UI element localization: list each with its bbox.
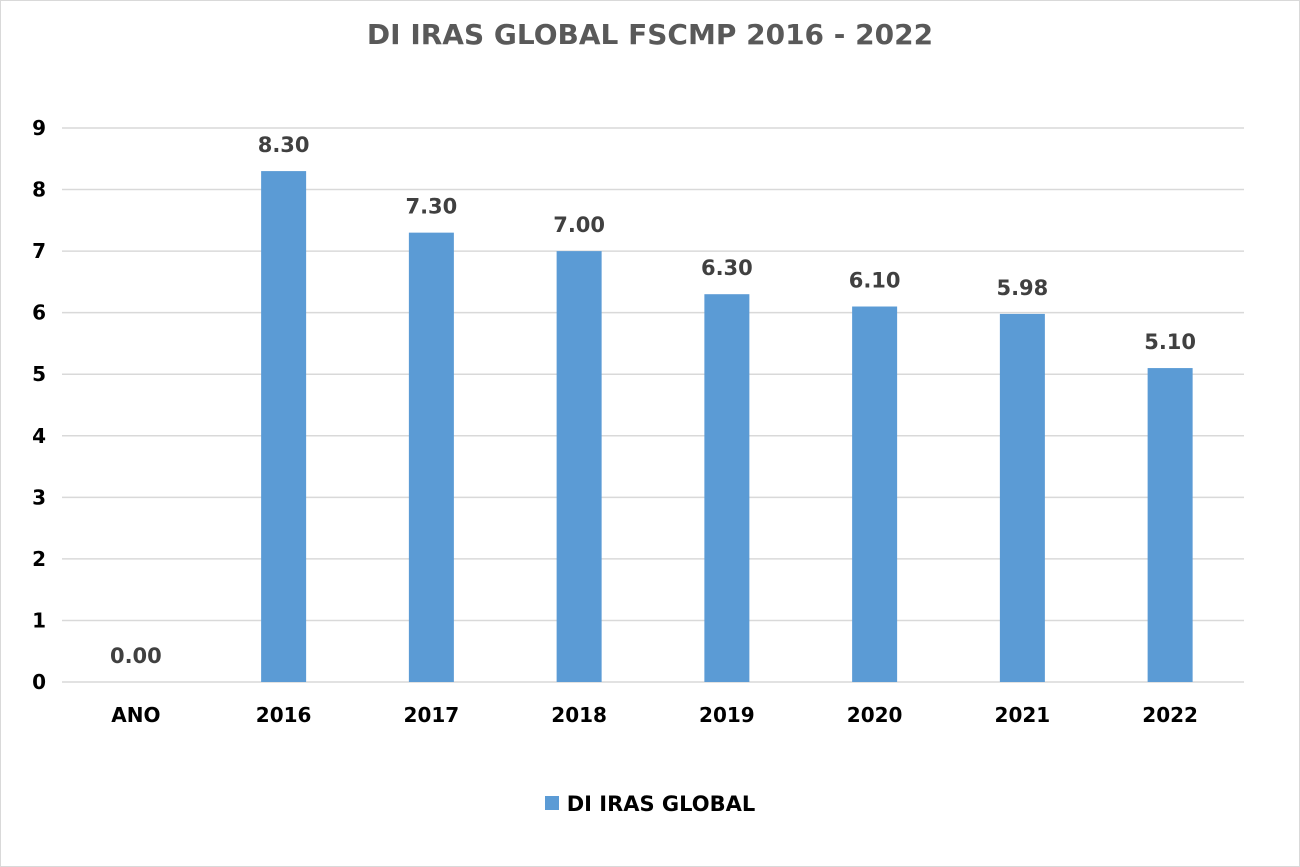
legend-swatch <box>544 796 559 810</box>
y-tick-label: 2 <box>32 547 46 571</box>
data-label: 7.00 <box>553 213 605 237</box>
bar <box>999 313 1045 682</box>
x-tick-label: 2018 <box>551 703 607 727</box>
y-tick-label: 4 <box>32 424 46 448</box>
x-tick-label: 2019 <box>699 703 755 727</box>
x-axis-ticks: ANO 2016 2017 2018 2019 2020 2021 2022 <box>111 703 1198 727</box>
data-label: 5.98 <box>996 276 1048 300</box>
y-axis-ticks: 0 1 2 3 4 5 6 7 8 9 <box>32 116 46 694</box>
data-label: 0.00 <box>110 644 162 668</box>
bar <box>704 294 750 682</box>
data-label: 7.30 <box>405 195 457 219</box>
y-tick-label: 6 <box>32 301 46 325</box>
data-label: 6.10 <box>849 269 901 293</box>
x-tick-label: 2021 <box>995 703 1051 727</box>
bar <box>408 232 454 682</box>
bar <box>261 171 307 683</box>
y-tick-label: 9 <box>32 116 46 140</box>
data-label: 8.30 <box>258 133 310 157</box>
y-tick-label: 3 <box>32 485 46 509</box>
legend-label: DI IRAS GLOBAL <box>566 792 756 816</box>
legend: DI IRAS GLOBAL <box>0 792 1300 816</box>
data-label: 5.10 <box>1144 330 1196 354</box>
x-tick-label: 2020 <box>847 703 903 727</box>
x-tick-label: 2022 <box>1142 703 1198 727</box>
bar <box>852 306 898 682</box>
bar <box>556 251 602 682</box>
x-tick-label: 2017 <box>404 703 460 727</box>
x-tick-label: ANO <box>111 703 160 727</box>
gridlines <box>62 127 1244 683</box>
y-tick-label: 7 <box>32 239 46 263</box>
bars <box>261 171 1193 683</box>
data-labels: 0.00 8.30 7.30 7.00 6.30 6.10 5.98 5.10 <box>110 133 1196 668</box>
data-label: 6.30 <box>701 256 753 280</box>
chart-title: DI IRAS GLOBAL FSCMP 2016 - 2022 <box>366 18 934 51</box>
y-tick-label: 1 <box>32 608 46 632</box>
y-tick-label: 0 <box>32 670 46 694</box>
bar <box>1147 368 1193 682</box>
y-tick-label: 5 <box>32 362 46 386</box>
x-tick-label: 2016 <box>256 703 312 727</box>
y-tick-label: 8 <box>32 178 46 202</box>
